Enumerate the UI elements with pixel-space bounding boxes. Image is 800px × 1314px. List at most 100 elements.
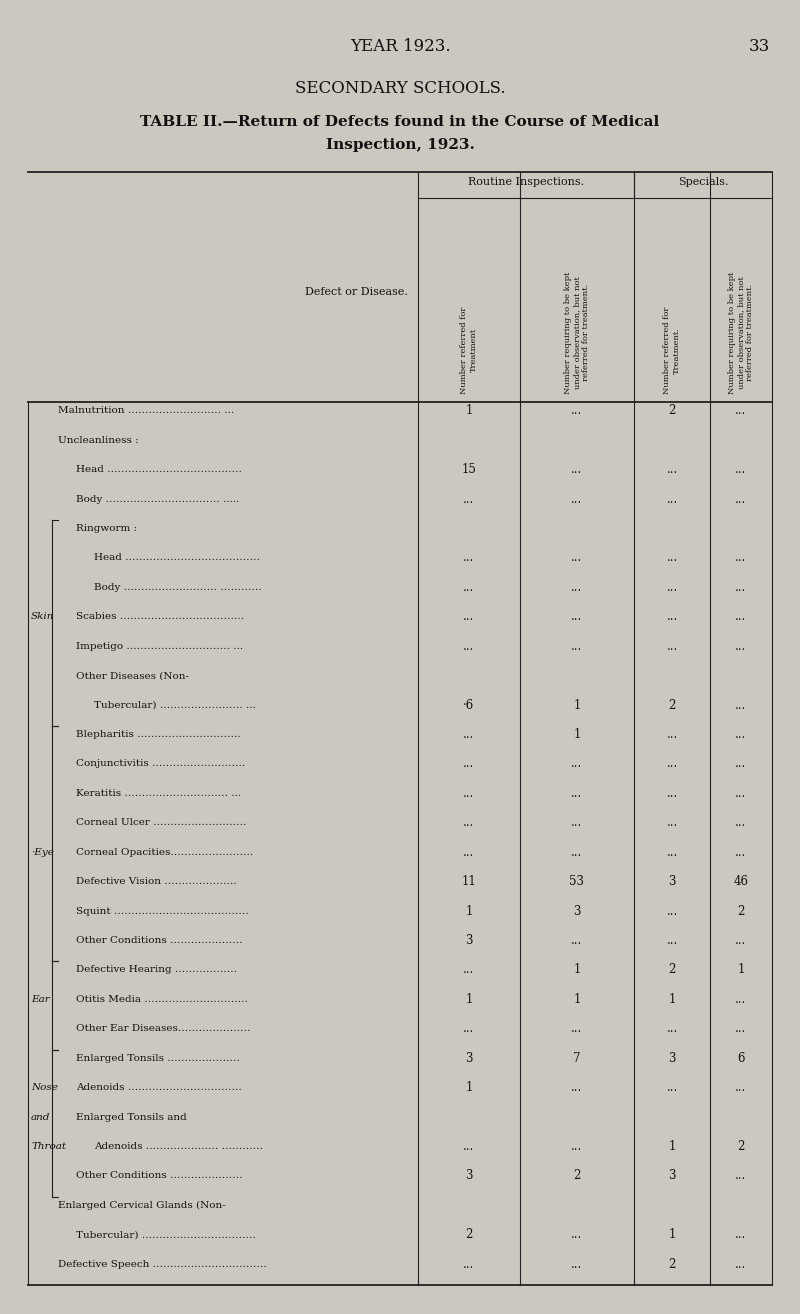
Text: ...: ...	[463, 1022, 474, 1035]
Text: 15: 15	[462, 463, 477, 476]
Text: ...: ...	[571, 846, 582, 859]
Text: ...: ...	[735, 728, 746, 741]
Text: Routine Inspections.: Routine Inspections.	[468, 177, 584, 187]
Text: Other Ear Diseases…………………: Other Ear Diseases…………………	[76, 1025, 250, 1033]
Text: Skin: Skin	[31, 612, 54, 622]
Text: ...: ...	[735, 1229, 746, 1242]
Text: ...: ...	[571, 757, 582, 770]
Text: ...: ...	[463, 1257, 474, 1271]
Text: Corneal Ulcer ………………………: Corneal Ulcer ………………………	[76, 819, 246, 828]
Text: Enlarged Tonsils and: Enlarged Tonsils and	[76, 1113, 186, 1122]
Text: ·Eye: ·Eye	[31, 848, 54, 857]
Text: Inspection, 1923.: Inspection, 1923.	[326, 138, 474, 152]
Text: 2: 2	[668, 699, 676, 712]
Text: 2: 2	[466, 1229, 473, 1242]
Text: ...: ...	[571, 552, 582, 565]
Text: ...: ...	[463, 787, 474, 800]
Text: 1: 1	[466, 993, 473, 1007]
Text: Malnutrition ……………………… ...: Malnutrition ……………………… ...	[58, 406, 234, 415]
Text: ...: ...	[571, 581, 582, 594]
Text: ...: ...	[571, 934, 582, 947]
Text: 1: 1	[668, 993, 676, 1007]
Text: ...: ...	[735, 1081, 746, 1095]
Text: Number requiring to be kept
under observation, but not
referred for treatment.: Number requiring to be kept under observ…	[728, 272, 754, 394]
Text: ...: ...	[463, 581, 474, 594]
Text: ...: ...	[735, 610, 746, 623]
Text: Head …………………………………: Head …………………………………	[76, 465, 242, 474]
Text: 53: 53	[570, 875, 585, 888]
Text: ...: ...	[735, 1257, 746, 1271]
Text: ...: ...	[571, 816, 582, 829]
Text: Other Conditions …………………: Other Conditions …………………	[76, 936, 242, 945]
Text: and: and	[31, 1113, 50, 1122]
Text: ...: ...	[463, 1141, 474, 1154]
Text: 2: 2	[738, 904, 745, 917]
Text: 2: 2	[668, 405, 676, 418]
Text: ·6: ·6	[463, 699, 474, 712]
Text: ...: ...	[735, 640, 746, 653]
Text: ...: ...	[463, 963, 474, 976]
Text: 3: 3	[668, 1169, 676, 1183]
Text: ...: ...	[463, 728, 474, 741]
Text: ...: ...	[571, 640, 582, 653]
Text: Nose: Nose	[31, 1083, 58, 1092]
Text: Otitis Media …………………………: Otitis Media …………………………	[76, 995, 248, 1004]
Text: 2: 2	[668, 963, 676, 976]
Text: ...: ...	[666, 640, 678, 653]
Text: 3: 3	[668, 1051, 676, 1064]
Text: ...: ...	[571, 1141, 582, 1154]
Text: Number requiring to be kept
under observation, but not
referred for treatment.: Number requiring to be kept under observ…	[564, 272, 590, 394]
Text: ...: ...	[666, 463, 678, 476]
Text: ...: ...	[735, 581, 746, 594]
Text: 1: 1	[668, 1229, 676, 1242]
Text: 3: 3	[466, 934, 473, 947]
Text: Keratitis ………………………… ...: Keratitis ………………………… ...	[76, 788, 241, 798]
Text: Body ……………………… …………: Body ……………………… …………	[94, 583, 262, 591]
Text: ...: ...	[666, 757, 678, 770]
Text: Ringworm :: Ringworm :	[76, 524, 137, 533]
Text: 46: 46	[734, 875, 749, 888]
Text: Number referred for
Treatment.: Number referred for Treatment.	[663, 306, 681, 394]
Text: Adenoids ………………… …………: Adenoids ………………… …………	[94, 1142, 263, 1151]
Text: Squint …………………………………: Squint …………………………………	[76, 907, 249, 916]
Text: ...: ...	[571, 1229, 582, 1242]
Text: ...: ...	[735, 934, 746, 947]
Text: 1: 1	[574, 963, 581, 976]
Text: TABLE II.—Return of Defects found in the Course of Medical: TABLE II.—Return of Defects found in the…	[140, 116, 660, 129]
Text: ...: ...	[571, 1081, 582, 1095]
Text: Specials.: Specials.	[678, 177, 728, 187]
Text: Impetigo ………………………… ...: Impetigo ………………………… ...	[76, 641, 243, 650]
Text: Enlarged Cervical Glands (Non-: Enlarged Cervical Glands (Non-	[58, 1201, 226, 1210]
Text: ...: ...	[735, 405, 746, 418]
Text: ...: ...	[735, 699, 746, 712]
Text: ...: ...	[571, 463, 582, 476]
Text: ...: ...	[666, 934, 678, 947]
Text: Ear: Ear	[31, 995, 50, 1004]
Text: ...: ...	[666, 846, 678, 859]
Text: 2: 2	[574, 1169, 581, 1183]
Text: ...: ...	[571, 405, 582, 418]
Text: Other Conditions …………………: Other Conditions …………………	[76, 1172, 242, 1180]
Text: Body …………………………… .....: Body …………………………… .....	[76, 494, 239, 503]
Text: Defective Speech ……………………………: Defective Speech ……………………………	[58, 1260, 266, 1269]
Text: 1: 1	[738, 963, 745, 976]
Text: 1: 1	[574, 993, 581, 1007]
Text: ...: ...	[735, 816, 746, 829]
Text: Tubercular) …………………… ...: Tubercular) …………………… ...	[94, 700, 256, 710]
Text: ...: ...	[463, 640, 474, 653]
Text: 33: 33	[749, 38, 770, 55]
Text: ...: ...	[666, 787, 678, 800]
Text: ...: ...	[735, 1169, 746, 1183]
Text: ...: ...	[735, 993, 746, 1007]
Text: 2: 2	[738, 1141, 745, 1154]
Text: 11: 11	[462, 875, 476, 888]
Text: Defect or Disease.: Defect or Disease.	[305, 286, 408, 297]
Text: ...: ...	[571, 493, 582, 506]
Text: ...: ...	[735, 757, 746, 770]
Text: ...: ...	[571, 1022, 582, 1035]
Text: SECONDARY SCHOOLS.: SECONDARY SCHOOLS.	[294, 80, 506, 97]
Text: ...: ...	[735, 463, 746, 476]
Text: Conjunctivitis ………………………: Conjunctivitis ………………………	[76, 759, 246, 769]
Text: Blepharitis …………………………: Blepharitis …………………………	[76, 731, 241, 738]
Text: 1: 1	[574, 699, 581, 712]
